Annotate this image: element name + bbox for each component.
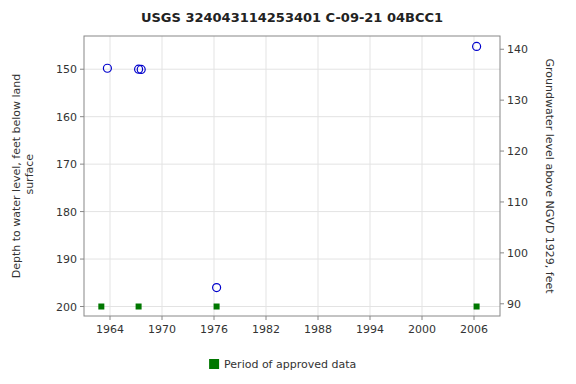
y2-tick-label: 90 — [507, 298, 521, 311]
y-tick — [80, 306, 84, 307]
x-tick-label: 1964 — [96, 323, 124, 336]
x-tick — [266, 316, 267, 320]
y-axis: 150 160 170 180 190 200 — [56, 63, 84, 313]
x-tick-label: 1982 — [252, 323, 280, 336]
square-marker — [214, 304, 220, 310]
y-tick-label: 190 — [56, 253, 77, 266]
y2-tick-label: 110 — [507, 196, 528, 209]
y-tick-label: 180 — [56, 206, 77, 219]
grid-line — [110, 36, 111, 316]
x-tick-label: 1994 — [356, 323, 384, 336]
grid-line — [162, 36, 163, 316]
y-tick-label: 170 — [56, 158, 77, 171]
x-tick — [162, 316, 163, 320]
y2-tick — [500, 303, 504, 304]
grid-line — [214, 36, 215, 316]
x-tick — [370, 316, 371, 320]
grid-line — [84, 259, 500, 260]
grid-line — [474, 36, 475, 316]
y2-tick — [500, 151, 504, 152]
plot-frame — [84, 36, 500, 316]
legend-swatch — [209, 359, 219, 369]
y-axis-label-line: Depth to water level, feet below land — [10, 74, 23, 279]
legend-label: Period of approved data — [224, 358, 356, 371]
grid-line — [422, 36, 423, 316]
y2-tick — [500, 100, 504, 101]
legend: Period of approved data — [209, 358, 356, 371]
y2-tick — [500, 49, 504, 50]
y-axis-label-line: surface — [23, 154, 36, 198]
grid-line — [84, 164, 500, 165]
y-axis-label: Depth to water level, feet below land su… — [10, 74, 36, 279]
square-marker — [98, 304, 104, 310]
data — [98, 42, 480, 309]
x-tick — [474, 316, 475, 320]
y-tick — [80, 164, 84, 165]
x-tick-label: 2006 — [460, 323, 488, 336]
square-marker — [474, 304, 480, 310]
grid-line — [266, 36, 267, 316]
y-tick-label: 200 — [56, 301, 77, 314]
y-tick-label: 150 — [56, 63, 77, 76]
y2-tick-label: 130 — [507, 94, 528, 107]
y2-axis-label: Groundwater level above NGVD 1929, feet — [543, 58, 556, 294]
y-tick-label: 160 — [56, 111, 77, 124]
grid-line — [370, 36, 371, 316]
point — [137, 65, 145, 73]
grid-line — [84, 116, 500, 117]
chart: 1964 1970 1976 1982 1988 1994 2000 2006 150 160 17… — [0, 0, 576, 384]
x-tick — [110, 316, 111, 320]
y2-tick-label: 100 — [507, 247, 528, 260]
x-tick-label: 1988 — [304, 323, 332, 336]
y2-tick — [500, 201, 504, 202]
square-marker — [136, 304, 142, 310]
y2-axis: 90 100 110 120 130 140 — [500, 43, 528, 311]
y2-tick — [500, 252, 504, 253]
y-tick — [80, 259, 84, 260]
y-tick — [80, 211, 84, 212]
x-tick-label: 1970 — [148, 323, 176, 336]
y2-tick-label: 120 — [507, 145, 528, 158]
x-tick-label: 1976 — [200, 323, 228, 336]
grid-line — [84, 69, 500, 70]
grid-line — [318, 36, 319, 316]
point — [213, 284, 221, 292]
y-tick — [80, 116, 84, 117]
grid-line — [84, 306, 500, 307]
title: USGS 324043114253401 C-09-21 04BCC1 — [141, 10, 443, 25]
point — [473, 42, 481, 50]
grid — [84, 36, 500, 316]
y-tick — [80, 69, 84, 70]
point — [103, 64, 111, 72]
grid-line — [84, 211, 500, 212]
x-axis: 1964 1970 1976 1982 1988 1994 2000 2006 — [96, 316, 488, 336]
x-tick — [214, 316, 215, 320]
x-tick-label: 2000 — [408, 323, 436, 336]
x-tick — [318, 316, 319, 320]
y2-tick-label: 140 — [507, 43, 528, 56]
x-tick — [422, 316, 423, 320]
